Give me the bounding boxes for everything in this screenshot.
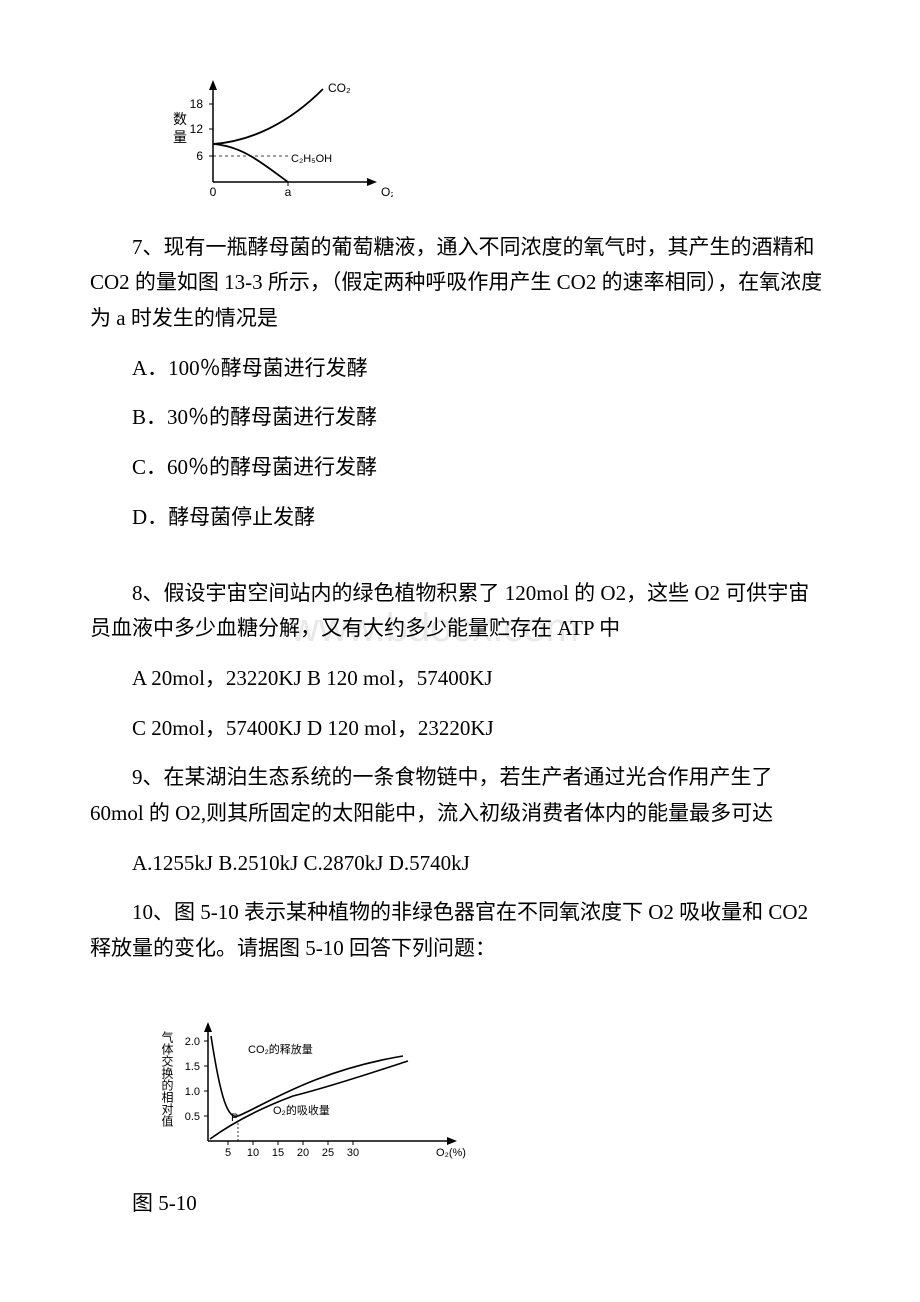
xtick-30-label: 30: [347, 1147, 359, 1159]
xtick-10-label: 10: [247, 1147, 259, 1159]
q7-opt-b: B．30％的酵母菌进行发酵: [90, 400, 830, 436]
xaxis-arrow: [367, 178, 377, 186]
xtick-20-label: 20: [297, 1147, 309, 1159]
ytick-10-label: 1.0: [185, 1086, 200, 1098]
co2-label: CO₂: [328, 81, 351, 95]
etoh-curve: [213, 144, 288, 182]
co2-release-label: CO₂的释放量: [248, 1042, 313, 1056]
ylabel-510: 气体交换的相对值: [160, 1029, 174, 1127]
ylabel-top: 数: [173, 111, 187, 127]
o2-absorb-label: O₂的吸收量: [273, 1103, 330, 1117]
o2-absorb-curve: [210, 1061, 408, 1139]
xtick-15-label: 15: [272, 1147, 284, 1159]
q7-opt-c: C．60％的酵母菌进行发酵: [90, 450, 830, 486]
yaxis-arrow-510: [204, 1022, 212, 1032]
q9-opts: A.1255kJ B.2510kJ C.2870kJ D.5740kJ: [90, 846, 830, 882]
q7-opt-d: D．酵母菌停止发酵: [90, 500, 830, 536]
ylabel-bot: 量: [173, 129, 187, 145]
xtick-a: a: [285, 185, 292, 199]
etoh-label: C₂H₅OH: [291, 153, 332, 165]
figure-5-10: 0.5 1.0 1.5 2.0 气体交换的相对值 5 10 15 20 25 3…: [153, 981, 830, 1173]
q9-stem: 9、在某湖泊生态系统的一条食物链中，若生产者通过光合作用产生了 60mol 的 …: [90, 760, 830, 831]
xtick-5-label: 5: [225, 1147, 231, 1159]
q8-opts-cd: C 20mol，57400KJ D 120 mol，23220KJ: [90, 711, 830, 747]
xaxis-label-510: O₂(%): [436, 1147, 466, 1159]
q7-opt-a: A．100％酵母菌进行发酵: [90, 351, 830, 387]
ytick-15-label: 1.5: [185, 1061, 200, 1073]
q8-stem: 8、假设宇宙空间站内的绿色植物积累了 120mol 的 O2，这些 O2 可供宇…: [90, 576, 830, 647]
ytick-6-label: 6: [196, 149, 203, 163]
ytick-20-label: 2.0: [185, 1036, 200, 1048]
q8-opts-ab: A 20mol，23220KJ B 120 mol，57400KJ: [90, 661, 830, 697]
yaxis-arrow: [209, 80, 217, 90]
xtick-25-label: 25: [322, 1147, 334, 1159]
ytick-05-label: 0.5: [185, 1111, 200, 1123]
co2-curve: [213, 89, 323, 144]
xaxis-arrow-510: [447, 1137, 457, 1145]
q7-stem: 7、现有一瓶酵母菌的葡萄糖液，通入不同浓度的氧气时，其产生的酒精和 CO2 的量…: [90, 230, 830, 337]
xaxis-label: O₂(%): [381, 185, 393, 199]
p-label: P: [231, 1112, 238, 1124]
figure-13-3: 18 12 6 数 量 0 a O₂(%) CO₂ C₂H₅OH: [153, 74, 830, 216]
ytick-18-label: 18: [190, 97, 204, 111]
figure-5-10-caption: 图 5-10: [90, 1186, 830, 1222]
xtick-0: 0: [210, 185, 217, 199]
q10-stem: 10、图 5-10 表示某种植物的非绿色器官在不同氧浓度下 O2 吸收量和 CO…: [90, 895, 830, 966]
ytick-12-label: 12: [190, 122, 204, 136]
